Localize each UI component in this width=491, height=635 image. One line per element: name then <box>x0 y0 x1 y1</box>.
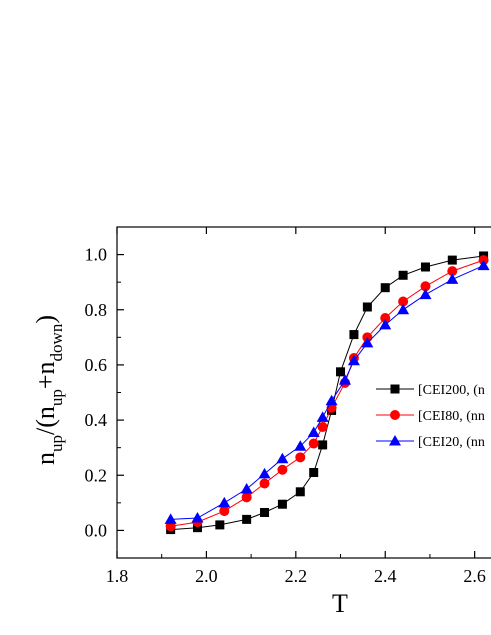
legend-marker <box>390 384 400 394</box>
data-point <box>308 438 319 449</box>
series-2 <box>165 255 489 532</box>
data-point <box>447 255 457 265</box>
y-tick-label: 0.8 <box>85 300 108 320</box>
data-point <box>361 336 374 348</box>
data-point <box>240 483 253 494</box>
data-point <box>219 506 230 517</box>
x-tick-label: 1.8 <box>106 566 129 586</box>
data-point <box>309 467 319 477</box>
data-point <box>259 478 270 489</box>
series-layer <box>164 251 490 535</box>
data-point <box>192 523 202 533</box>
data-point <box>362 302 372 312</box>
legend-marker <box>390 410 400 420</box>
data-point <box>349 330 359 340</box>
data-point <box>477 259 490 271</box>
data-point <box>318 440 328 450</box>
data-point <box>276 452 289 464</box>
data-point <box>242 514 252 524</box>
data-point <box>218 496 231 508</box>
legend-label: [CEI80, (nn <box>418 409 485 424</box>
legend-label: [CEI20, (nn <box>418 435 485 450</box>
data-point <box>295 487 305 497</box>
data-point <box>420 262 430 272</box>
data-point <box>317 421 328 432</box>
svg-text:nup/(nup+ndown): nup/(nup+ndown) <box>31 315 66 465</box>
legend-marker <box>389 435 401 446</box>
data-point <box>307 426 320 437</box>
y-axis-ticks: 0.0 0.2 0.4 0.6 0.8 1.0 <box>85 245 124 540</box>
legend: [CEI200, (n [CEI80, (nn [CEI20, (nn <box>376 383 485 450</box>
y-axis-label: nup/(nup+ndown) <box>31 315 66 465</box>
y-tick-label: 0.4 <box>85 410 108 430</box>
y-tick-label: 0.0 <box>85 520 108 540</box>
y-tick-label: 0.2 <box>85 465 108 485</box>
data-point <box>294 440 307 451</box>
data-point <box>316 411 329 422</box>
data-point <box>397 303 410 315</box>
data-point <box>277 499 287 509</box>
x-tick-label: 2.4 <box>374 566 397 586</box>
data-point <box>379 318 392 330</box>
legend-label: [CEI200, (n <box>418 383 485 398</box>
x-tick-label: 2.6 <box>463 566 486 586</box>
data-point <box>241 492 252 503</box>
data-point <box>295 452 306 463</box>
data-point <box>419 288 432 300</box>
data-point <box>398 296 409 307</box>
data-point <box>380 283 390 293</box>
data-point <box>191 512 204 523</box>
data-point <box>258 467 271 479</box>
x-axis-label: T <box>332 589 348 618</box>
x-tick-label: 2.0 <box>195 566 218 586</box>
data-point <box>347 354 360 366</box>
data-point <box>336 367 346 377</box>
data-point <box>215 520 225 530</box>
y-tick-label: 0.6 <box>85 355 108 375</box>
legend-entry-1: [CEI200, (n <box>376 383 485 398</box>
data-point <box>398 270 408 280</box>
legend-entry-2: [CEI80, (nn <box>376 409 485 424</box>
legend-entry-3: [CEI20, (nn <box>376 435 485 450</box>
data-point <box>325 394 338 406</box>
x-tick-label: 2.2 <box>285 566 308 586</box>
data-point <box>164 513 177 524</box>
data-point <box>277 464 288 475</box>
y-tick-label: 1.0 <box>85 245 108 265</box>
series-3 <box>164 259 490 524</box>
data-point <box>339 374 351 385</box>
data-point <box>260 507 270 517</box>
data-point <box>446 273 459 284</box>
data-point <box>447 266 458 277</box>
data-point <box>380 313 391 324</box>
data-point <box>420 281 431 292</box>
x-axis-ticks: 1.8 2.0 2.2 2.4 2.6 <box>106 227 486 586</box>
